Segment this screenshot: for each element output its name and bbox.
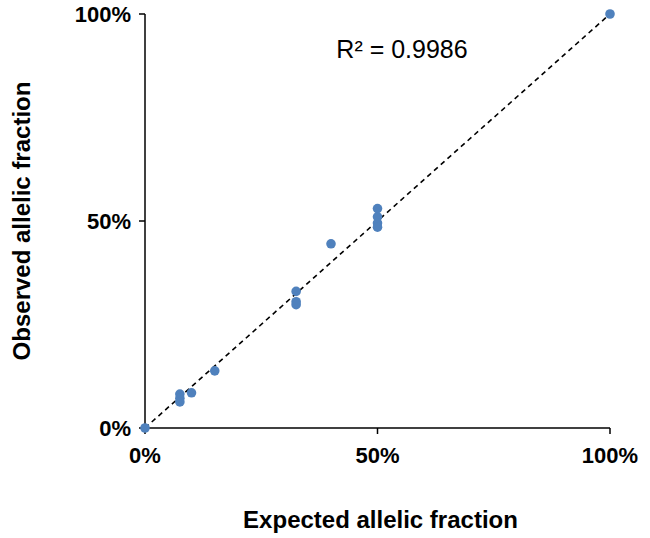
trend-line bbox=[145, 14, 610, 428]
point bbox=[210, 366, 220, 376]
point bbox=[291, 300, 301, 310]
y-tick-label: 0% bbox=[99, 416, 131, 441]
x-tick bbox=[609, 428, 611, 434]
point bbox=[175, 397, 185, 407]
x-tick-label: 100% bbox=[582, 443, 638, 468]
x-tick bbox=[377, 428, 379, 434]
point bbox=[291, 287, 301, 297]
x-tick-label: 50% bbox=[355, 443, 399, 468]
y-axis-label: Observed allelic fraction bbox=[8, 82, 35, 361]
annotation: R² = 0.9986 bbox=[336, 35, 467, 63]
point bbox=[373, 204, 383, 214]
y-tick bbox=[139, 13, 145, 15]
y-tick-label: 50% bbox=[87, 209, 131, 234]
point bbox=[373, 222, 383, 232]
x-axis-label: Expected allelic fraction bbox=[243, 506, 518, 533]
point bbox=[140, 423, 150, 433]
plot-area bbox=[140, 9, 615, 433]
y-tick-label: 100% bbox=[75, 2, 131, 27]
point bbox=[605, 9, 615, 19]
point bbox=[187, 388, 197, 398]
x-tick-label: 0% bbox=[129, 443, 161, 468]
y-tick bbox=[139, 220, 145, 222]
chart: 0% 50% 100% 0% 50% 100% R² = 0.9986 Expected al… bbox=[0, 0, 650, 538]
point bbox=[326, 239, 336, 249]
